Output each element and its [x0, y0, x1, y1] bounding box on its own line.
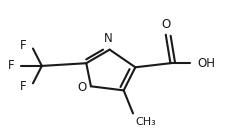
- Text: F: F: [8, 59, 15, 72]
- Text: N: N: [104, 32, 113, 45]
- Text: O: O: [161, 18, 170, 31]
- Text: CH₃: CH₃: [135, 117, 156, 127]
- Text: F: F: [20, 39, 26, 52]
- Text: O: O: [77, 81, 87, 94]
- Text: OH: OH: [197, 57, 215, 70]
- Text: F: F: [20, 80, 26, 93]
